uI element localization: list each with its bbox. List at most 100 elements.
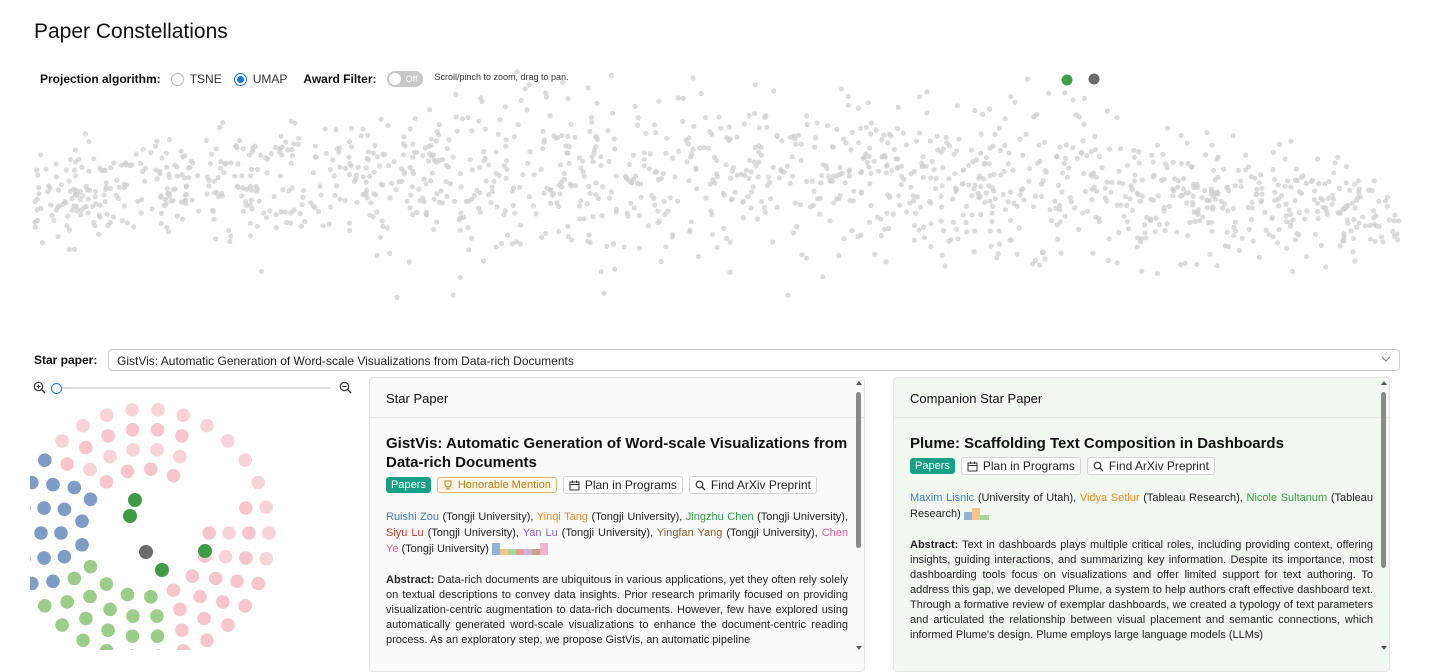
- paper-dot[interactable]: [734, 134, 740, 140]
- paper-dot[interactable]: [326, 221, 332, 227]
- paper-dot[interactable]: [872, 251, 878, 257]
- constellation-paper-dot[interactable]: [30, 576, 39, 591]
- paper-dot[interactable]: [756, 125, 762, 131]
- paper-dot[interactable]: [547, 200, 554, 207]
- paper-dot[interactable]: [256, 198, 262, 204]
- paper-dot[interactable]: [511, 134, 517, 140]
- paper-dot[interactable]: [1344, 163, 1350, 169]
- paper-dot[interactable]: [1116, 229, 1122, 236]
- paper-dot[interactable]: [689, 151, 695, 157]
- paper-dot[interactable]: [1059, 189, 1065, 195]
- paper-dot[interactable]: [933, 185, 939, 191]
- paper-dot[interactable]: [567, 181, 574, 187]
- paper-dot[interactable]: [989, 210, 995, 216]
- paper-dot[interactable]: [1174, 229, 1180, 235]
- paper-dot[interactable]: [438, 188, 444, 194]
- paper-dot[interactable]: [881, 226, 887, 232]
- paper-dot[interactable]: [1117, 145, 1123, 152]
- paper-dot[interactable]: [1246, 226, 1252, 232]
- paper-dot[interactable]: [533, 211, 539, 217]
- paper-dot[interactable]: [1096, 218, 1102, 225]
- paper-dot[interactable]: [695, 253, 701, 260]
- paper-dot[interactable]: [346, 139, 353, 145]
- paper-dot[interactable]: [429, 170, 435, 176]
- paper-dot[interactable]: [742, 172, 748, 179]
- author-link[interactable]: Ruishi Zou: [386, 511, 440, 523]
- paper-dot[interactable]: [32, 224, 38, 230]
- paper-dot[interactable]: [635, 115, 641, 121]
- paper-dot[interactable]: [599, 213, 605, 219]
- paper-dot[interactable]: [849, 228, 855, 234]
- paper-dot[interactable]: [509, 188, 515, 194]
- paper-dot[interactable]: [566, 144, 572, 150]
- paper-dot[interactable]: [983, 154, 990, 161]
- paper-dot[interactable]: [952, 171, 958, 177]
- paper-dot[interactable]: [551, 133, 557, 139]
- paper-dot[interactable]: [1220, 205, 1226, 211]
- paper-dot[interactable]: [1259, 185, 1265, 191]
- paper-dot[interactable]: [1192, 218, 1198, 224]
- paper-dot[interactable]: [1243, 167, 1249, 173]
- paper-dot[interactable]: [102, 199, 108, 205]
- paper-dot[interactable]: [1089, 186, 1095, 192]
- paper-dot[interactable]: [417, 197, 423, 204]
- paper-dot[interactable]: [838, 86, 845, 92]
- paper-dot[interactable]: [975, 190, 981, 196]
- paper-dot[interactable]: [1277, 141, 1283, 147]
- paper-dot[interactable]: [911, 198, 917, 204]
- paper-dot[interactable]: [55, 187, 61, 193]
- constellation-paper-dot[interactable]: [46, 477, 60, 492]
- paper-dot[interactable]: [793, 141, 799, 147]
- constellation-paper-dot[interactable]: [259, 500, 273, 514]
- paper-dot[interactable]: [1130, 207, 1136, 214]
- paper-dot[interactable]: [1062, 213, 1068, 219]
- constellation-paper-dot[interactable]: [200, 633, 214, 648]
- paper-dot[interactable]: [888, 133, 894, 139]
- paper-dot[interactable]: [586, 232, 592, 238]
- paper-dot[interactable]: [385, 123, 391, 129]
- paper-dot[interactable]: [1014, 251, 1020, 257]
- paper-dot[interactable]: [527, 149, 533, 155]
- zoom-out-icon[interactable]: [339, 381, 352, 394]
- paper-dot[interactable]: [247, 202, 253, 208]
- paper-dot[interactable]: [1350, 249, 1356, 255]
- paper-dot[interactable]: [445, 164, 451, 170]
- paper-dot[interactable]: [239, 173, 245, 179]
- paper-dot[interactable]: [663, 150, 669, 156]
- paper-dot[interactable]: [349, 144, 355, 150]
- paper-dot[interactable]: [1185, 161, 1191, 167]
- paper-dot[interactable]: [74, 208, 80, 214]
- paper-dot[interactable]: [182, 192, 188, 198]
- paper-dot[interactable]: [807, 204, 814, 210]
- paper-dot[interactable]: [364, 155, 370, 162]
- paper-dot[interactable]: [1257, 172, 1264, 178]
- paper-dot[interactable]: [408, 192, 414, 198]
- constellation-paper-dot[interactable]: [221, 618, 235, 632]
- paper-dot[interactable]: [898, 181, 904, 187]
- paper-dot[interactable]: [466, 198, 472, 204]
- paper-dot[interactable]: [153, 143, 159, 149]
- paper-dot[interactable]: [1249, 199, 1255, 205]
- paper-dot[interactable]: [966, 182, 972, 188]
- paper-dot[interactable]: [693, 165, 699, 171]
- paper-dot[interactable]: [969, 212, 975, 218]
- paper-dot[interactable]: [239, 193, 245, 199]
- paper-dot[interactable]: [183, 184, 189, 190]
- paper-dot[interactable]: [504, 232, 511, 238]
- paper-dot[interactable]: [1287, 223, 1294, 229]
- paper-dot[interactable]: [928, 200, 934, 206]
- paper-dot[interactable]: [1012, 99, 1018, 105]
- author-link[interactable]: Maxim Lisnic: [910, 492, 975, 504]
- paper-dot[interactable]: [263, 155, 269, 161]
- paper-dot[interactable]: [581, 215, 587, 222]
- paper-dot[interactable]: [578, 198, 584, 204]
- paper-dot[interactable]: [1214, 263, 1220, 269]
- paper-dot[interactable]: [868, 170, 874, 176]
- paper-dot[interactable]: [661, 198, 667, 204]
- paper-dot[interactable]: [841, 236, 847, 242]
- paper-dot[interactable]: [240, 208, 246, 214]
- paper-dot[interactable]: [458, 184, 464, 190]
- paper-dot[interactable]: [400, 152, 406, 158]
- paper-dot[interactable]: [896, 193, 902, 199]
- paper-dot[interactable]: [515, 122, 521, 128]
